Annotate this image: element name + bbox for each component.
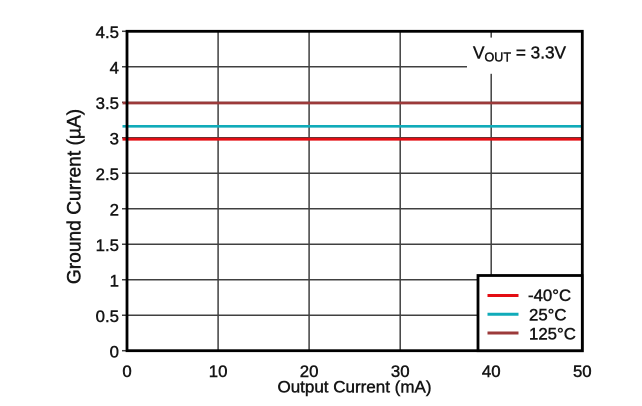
- svg-text:0.5: 0.5: [96, 307, 119, 326]
- svg-text:40: 40: [482, 362, 501, 381]
- svg-text:25°C: 25°C: [529, 306, 567, 325]
- svg-text:50: 50: [573, 362, 592, 381]
- svg-text:0: 0: [122, 362, 131, 381]
- svg-text:Output Current (mA): Output Current (mA): [278, 378, 432, 397]
- svg-text:4.5: 4.5: [96, 23, 119, 42]
- svg-text:4: 4: [110, 59, 119, 78]
- svg-text:1: 1: [110, 272, 119, 291]
- svg-text:-40°C: -40°C: [528, 286, 571, 305]
- svg-text:30: 30: [391, 362, 410, 381]
- svg-text:0: 0: [110, 343, 119, 362]
- svg-text:2: 2: [110, 201, 119, 220]
- svg-text:3: 3: [110, 130, 119, 149]
- svg-text:20: 20: [300, 362, 319, 381]
- svg-text:125°C: 125°C: [529, 325, 576, 344]
- svg-text:2.5: 2.5: [96, 165, 119, 184]
- svg-text:3.5: 3.5: [96, 94, 119, 113]
- svg-text:1.5: 1.5: [96, 236, 119, 255]
- svg-text:Ground Current (µA): Ground Current (µA): [65, 109, 86, 284]
- svg-text:10: 10: [209, 362, 228, 381]
